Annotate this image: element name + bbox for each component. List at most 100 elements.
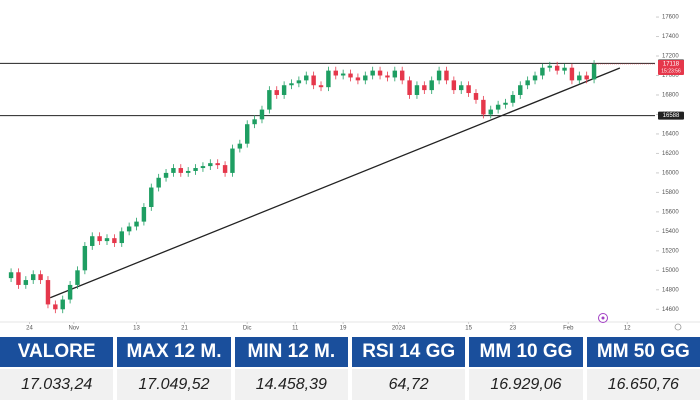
candle-body [385,75,390,78]
y-tick-label: 15800 [662,190,679,196]
x-tick-label: 24 [26,326,33,332]
table-value: 17.033,24 [0,369,114,400]
candle-body [90,236,95,246]
y-tick-label: 16200 [662,151,679,157]
candle-body [444,70,449,81]
candle-body [245,124,250,144]
candle-body [97,236,102,242]
candle-body [540,67,545,76]
candle-body [8,272,14,279]
candle-body [281,85,287,95]
candle-body [355,77,361,81]
candle-body [547,65,552,68]
candle-body [259,109,265,120]
x-tick-label: Dic [243,326,252,332]
candle-body [407,80,412,95]
candle-body [473,93,479,100]
candle-body [591,64,597,80]
candle-body [304,75,309,81]
candle-body [436,70,442,81]
candle-body [363,75,368,81]
candle-body [326,70,331,88]
candle-body [525,80,530,86]
candle-body [75,270,80,285]
candle-body [60,299,65,310]
candle-body [429,80,434,91]
candle-body [104,238,110,242]
candle-body [348,73,353,78]
candle-body [23,280,29,285]
candle-body [370,70,375,76]
candle-body [296,80,302,84]
candle-body [208,163,213,167]
candle-body [119,231,124,244]
candle-body [126,226,132,232]
candle-body [562,67,567,71]
x-tick-label: Nov [68,326,79,332]
level-tag [658,111,684,120]
table-value: 14.458,39 [234,369,348,400]
candle-body [577,75,582,81]
candle-body [267,90,272,110]
x-tick-label: 15 [465,326,472,332]
candle-body [38,274,43,281]
candle-body [82,245,88,271]
y-tick-label: 17000 [662,73,679,79]
table-value: 16.929,06 [469,369,583,400]
candle-body [333,70,338,76]
y-tick-label: 15200 [662,248,679,254]
last-price-label: 17118 [663,62,680,68]
candle-body [399,70,405,81]
x-tick-label: Feb [563,326,574,332]
table-header: MAX 12 M. [117,337,231,367]
x-tick-label: 12 [624,326,631,332]
candle-body [215,163,220,166]
table-header: MIN 12 M. [234,337,348,367]
table-value: 17.049,52 [117,369,231,400]
y-tick-label: 14600 [662,307,679,313]
stats-table: VALORE MAX 12 M. MIN 12 M. RSI 14 GG MM 10 G… [0,337,700,400]
settings-icon[interactable] [674,323,682,331]
countdown-label: 15:23:56 [661,68,681,74]
candle-body [311,75,316,86]
candle-body [422,85,427,91]
candle-body [554,65,560,71]
x-tick-label: 21 [181,326,188,332]
candle-body [149,187,154,208]
last-price-tag [658,60,684,75]
candle-body [518,85,523,95]
candle-body [503,102,508,105]
candle-body [178,168,184,173]
chart: 14600 14800 15000 15200 15400 15600 15800 16000… [0,15,700,332]
candle-body [495,104,501,110]
candle-body [532,75,538,81]
candle-body [193,168,198,171]
candle-body [488,109,493,115]
candle-body [134,221,139,227]
y-tick-label: 15000 [662,268,679,274]
x-tick-label: 23 [510,326,517,332]
candle-body [451,80,457,91]
candle-body [45,280,51,305]
candle-body [510,94,516,103]
candle-body [163,172,169,178]
y-tick-label: 15600 [662,209,679,215]
table-header: RSI 14 GG [352,337,466,367]
event-icon[interactable] [598,313,608,323]
x-tick-label: 19 [340,326,347,332]
candle-body [230,148,235,173]
y-tick-label: 17400 [662,34,679,40]
table-header: MM 10 GG [469,337,583,367]
candle-body [289,83,294,86]
candle-body [171,168,176,173]
candle-body [569,67,575,81]
y-tick-label: 16400 [662,132,679,138]
candle-body [141,207,147,222]
trendline [49,67,621,299]
y-tick-label: 16000 [662,170,679,176]
table-header: MM 50 GG [586,337,700,367]
candle-body [252,119,257,125]
x-tick-label: 11 [292,326,299,332]
y-tick-label: 17600 [662,15,679,21]
